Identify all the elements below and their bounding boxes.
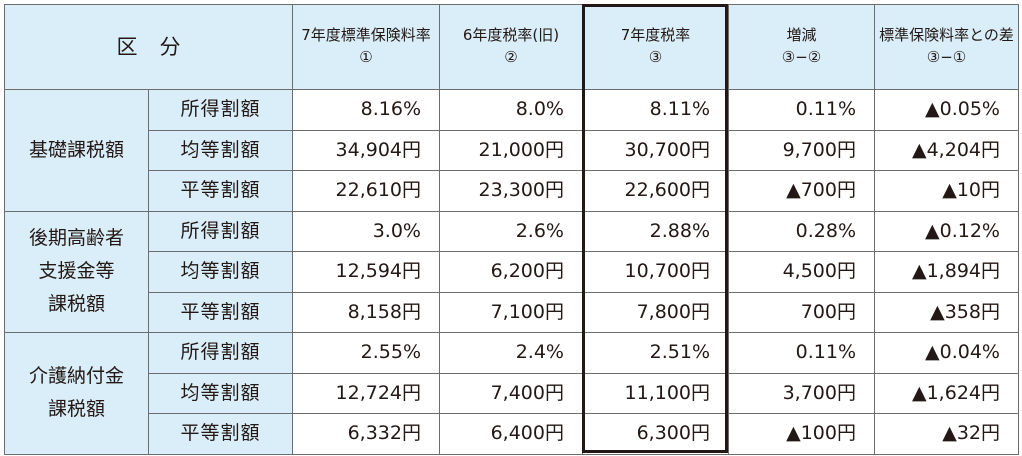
value-cell: 12,594円 <box>292 251 440 293</box>
value-cell: ▲100円 <box>728 413 875 455</box>
value-cell: 3,700円 <box>728 372 875 414</box>
value-cell: 34,904円 <box>292 129 440 171</box>
value-cell: 23,300円 <box>439 170 583 212</box>
value-cell: 22,600円 <box>582 170 729 212</box>
circled-3: ③ <box>648 48 663 66</box>
value-cell: 2.51% <box>582 332 729 374</box>
value-cell: 0.28% <box>728 210 875 252</box>
value-cell: 8.16% <box>292 89 440 131</box>
value-cell: 6,200円 <box>439 251 583 293</box>
header-col-standard-rate: 7年度標準保険料率 ① <box>292 4 440 90</box>
circled-1: ① <box>359 48 373 66</box>
value-cell: ▲32円 <box>874 413 1019 455</box>
table-row: 均等割額 34,904円 21,000円 30,700円 9,700円 ▲4,204円 <box>5 129 1019 171</box>
value-cell: ▲0.04% <box>874 332 1019 374</box>
table-row: 均等割額 12,724円 7,400円 11,100円 3,700円 ▲1,624円 <box>5 372 1019 414</box>
value-cell: 2.88% <box>582 210 729 252</box>
value-cell: 7,800円 <box>582 291 729 333</box>
value-cell: 7,100円 <box>439 291 583 333</box>
header-col-diff-standard: 標準保険料率との差 ③−① <box>874 4 1019 90</box>
value-cell: 12,724円 <box>292 372 440 414</box>
value-cell: 8.0% <box>439 89 583 131</box>
value-cell: 2.55% <box>292 332 440 374</box>
value-cell: 6,400円 <box>439 413 583 455</box>
value-cell: 9,700円 <box>728 129 875 171</box>
row-label: 平等割額 <box>148 291 293 333</box>
value-cell: ▲4,204円 <box>874 129 1019 171</box>
row-label: 均等割額 <box>148 129 293 171</box>
value-cell: 21,000円 <box>439 129 583 171</box>
circled-2: ② <box>504 48 518 66</box>
value-cell: ▲10円 <box>874 170 1019 212</box>
value-cell: 11,100円 <box>582 372 729 414</box>
value-cell: 8,158円 <box>292 291 440 333</box>
row-label: 所得割額 <box>148 89 293 131</box>
header-col-change: 増減 ③−② <box>728 4 875 90</box>
value-cell: ▲0.12% <box>874 210 1019 252</box>
header-col-r7-rate: 7年度税率 ③ <box>582 4 729 90</box>
category-label: 基礎課税額 <box>4 89 149 212</box>
value-cell: 6,300円 <box>582 413 729 455</box>
value-cell: ▲700円 <box>728 170 875 212</box>
value-cell: 3.0% <box>292 210 440 252</box>
category-label: 後期高齢者 支援金等 課税額 <box>4 210 149 333</box>
row-label: 平等割額 <box>148 413 293 455</box>
table-row: 均等割額 12,594円 6,200円 10,700円 4,500円 ▲1,894円 <box>5 251 1019 293</box>
header-row: 区分 7年度標準保険料率 ① 6年度税率(旧) ② 7年度税率 ③ 増減 ③−② 標準保… <box>4 4 1019 90</box>
value-cell: 6,332円 <box>292 413 440 455</box>
row-label: 所得割額 <box>148 210 293 252</box>
row-label: 所得割額 <box>148 332 293 374</box>
value-cell: ▲1,894円 <box>874 251 1019 293</box>
value-cell: 8.11% <box>582 89 729 131</box>
value-cell: 10,700円 <box>582 251 729 293</box>
table-row: 介護納付金 課税額 所得割額 2.55% 2.4% 2.51% 0.11% ▲0.04% <box>4 332 1019 455</box>
value-cell: 2.4% <box>439 332 583 374</box>
value-cell: 4,500円 <box>728 251 875 293</box>
row-label: 均等割額 <box>148 251 293 293</box>
value-cell: 700円 <box>728 291 875 333</box>
value-cell: 7,400円 <box>439 372 583 414</box>
header-col-r6-rate: 6年度税率(旧) ② <box>439 4 583 90</box>
table-row: 平等割額 22,610円 23,300円 22,600円 ▲700円 ▲10円 <box>5 170 1019 212</box>
header-kubun: 区分 <box>4 4 293 90</box>
table-row: 基礎課税額 所得割額 8.16% 8.0% 8.11% 0.11% ▲0.05% <box>4 89 1019 212</box>
value-cell: 2.6% <box>439 210 583 252</box>
value-cell: 22,610円 <box>292 170 440 212</box>
value-cell: 0.11% <box>728 89 875 131</box>
row-label: 均等割額 <box>148 372 293 414</box>
category-label: 介護納付金 課税額 <box>4 332 149 455</box>
value-cell: 0.11% <box>728 332 875 374</box>
value-cell: ▲0.05% <box>874 89 1019 131</box>
value-cell: ▲1,624円 <box>874 372 1019 414</box>
value-cell: ▲358円 <box>874 291 1019 333</box>
table-row: 平等割額 8,158円 7,100円 7,800円 700円 ▲358円 <box>5 291 1019 333</box>
table-row: 平等割額 6,332円 6,400円 6,300円 ▲100円 ▲32円 <box>5 413 1019 455</box>
row-label: 平等割額 <box>148 170 293 212</box>
tax-rate-table: 区分 7年度標準保険料率 ① 6年度税率(旧) ② 7年度税率 ③ 増減 ③−② 標準保… <box>4 4 1019 455</box>
value-cell: 30,700円 <box>582 129 729 171</box>
table-row: 後期高齢者 支援金等 課税額 所得割額 3.0% 2.6% 2.88% 0.28% ▲0.12% <box>4 210 1019 333</box>
